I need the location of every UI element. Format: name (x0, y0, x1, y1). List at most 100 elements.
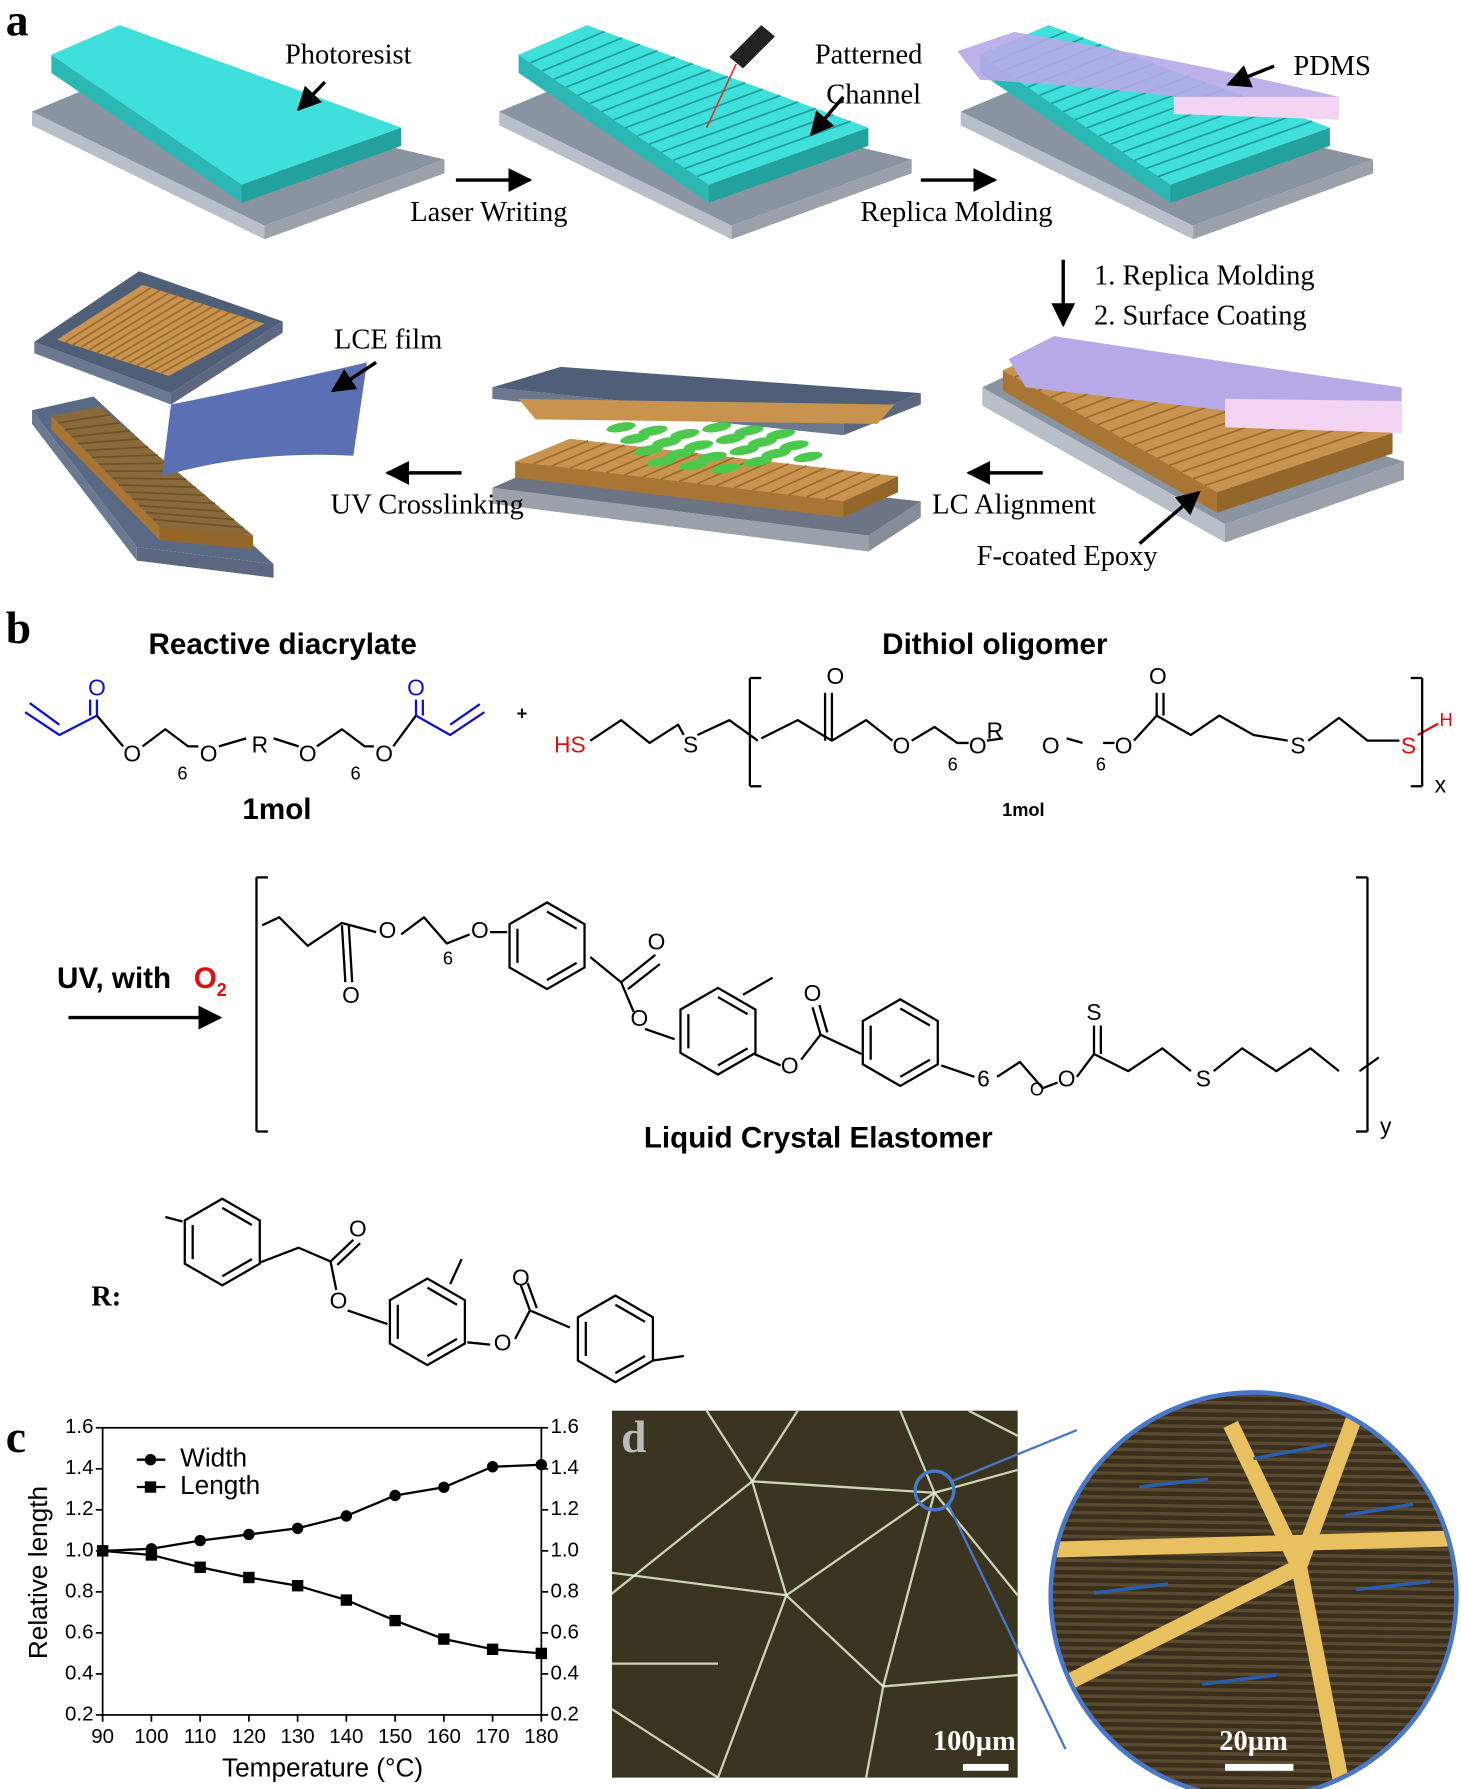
label: R: (91, 1282, 121, 1313)
slab-side (31, 111, 265, 240)
lc-molecule (761, 448, 791, 459)
crack (934, 1468, 1018, 1494)
groove (152, 317, 248, 372)
point (340, 1594, 353, 1606)
groove (733, 462, 789, 489)
crack (611, 1571, 787, 1597)
arrow (809, 95, 845, 137)
label: 1. Replica Molding (1094, 261, 1315, 292)
groove (751, 465, 808, 492)
slab-side (1002, 370, 1218, 513)
lc-molecule (683, 440, 714, 451)
benzene-ring (576, 1294, 655, 1384)
groove (565, 49, 658, 88)
bond (392, 714, 417, 748)
point (144, 1481, 157, 1493)
slab-side (1170, 127, 1330, 203)
bond (24, 711, 98, 737)
bond (316, 728, 374, 748)
lc-molecule (734, 425, 764, 436)
lc-molecule (697, 451, 727, 463)
bond (273, 737, 299, 748)
slab-side (241, 127, 402, 203)
label: 110 (184, 1725, 217, 1748)
stripe (1052, 1510, 1455, 1520)
label: LC Alignment (932, 490, 1096, 521)
bond (29, 702, 61, 726)
label: 160 (427, 1725, 461, 1748)
arrow (1226, 64, 1275, 88)
label: HS (554, 731, 586, 757)
bond (986, 737, 1003, 742)
double-bond (221, 1206, 253, 1226)
groove (139, 504, 225, 513)
slab-side (171, 321, 283, 405)
label: 2 (217, 979, 227, 1000)
point (243, 1571, 255, 1584)
label: Replica Molding (860, 197, 1052, 228)
bond (800, 1033, 863, 1061)
label: 0.2 (550, 1702, 579, 1725)
groove (64, 286, 152, 343)
label: 6 (948, 754, 958, 775)
bond (449, 1258, 463, 1285)
bond (1212, 1047, 1340, 1073)
benzene-ring (508, 901, 586, 991)
groove (589, 62, 693, 105)
label: O (379, 917, 397, 943)
groove (112, 303, 204, 359)
label: Patterned (815, 40, 923, 71)
groove (146, 511, 235, 521)
bond (449, 703, 481, 726)
bond (336, 1242, 361, 1266)
bond (519, 1284, 532, 1311)
benzene-ring (679, 986, 757, 1076)
label: O (781, 1053, 799, 1079)
label: 0.2 (65, 1702, 94, 1725)
stripe (1052, 1685, 1455, 1695)
bond (400, 916, 470, 945)
double-bond (426, 1286, 458, 1306)
lc-molecule (729, 444, 759, 456)
bond (1066, 737, 1083, 745)
groove (715, 460, 771, 487)
stripe (1052, 1566, 1455, 1576)
point (291, 1580, 304, 1592)
label: H (1440, 709, 1453, 730)
label: O (200, 740, 218, 766)
double-bond (717, 1047, 749, 1067)
groove (160, 320, 257, 375)
slab-top (51, 25, 402, 185)
crack (705, 1410, 754, 1482)
label: a (6, 0, 29, 46)
slab-side (1193, 159, 1374, 240)
label: O (1042, 733, 1060, 759)
groove (88, 295, 178, 351)
label: 1.4 (65, 1456, 94, 1479)
zoom-frame (1048, 1390, 1459, 1789)
groove (684, 113, 834, 170)
groove (85, 446, 149, 452)
label: 6 (977, 1065, 990, 1091)
label: 0.6 (550, 1620, 579, 1643)
groove (672, 107, 816, 162)
label: 0.6 (65, 1620, 94, 1643)
stripe (1052, 1558, 1455, 1568)
benzene-ring (183, 1197, 261, 1287)
arrow (296, 80, 327, 112)
slab-side (492, 487, 869, 552)
groove (136, 311, 231, 367)
label: UV, with (57, 962, 171, 995)
bond (347, 1309, 388, 1326)
label: Temperature (°C) (222, 1753, 423, 1783)
crack (882, 1492, 936, 1687)
bond (1417, 722, 1439, 736)
gold-trace (1291, 1565, 1353, 1789)
point (486, 1461, 499, 1473)
slab-side (51, 54, 242, 203)
label: 1.0 (65, 1538, 94, 1561)
groove (120, 306, 213, 362)
bond (1133, 714, 1288, 742)
point (340, 1510, 353, 1522)
point (438, 1633, 450, 1645)
